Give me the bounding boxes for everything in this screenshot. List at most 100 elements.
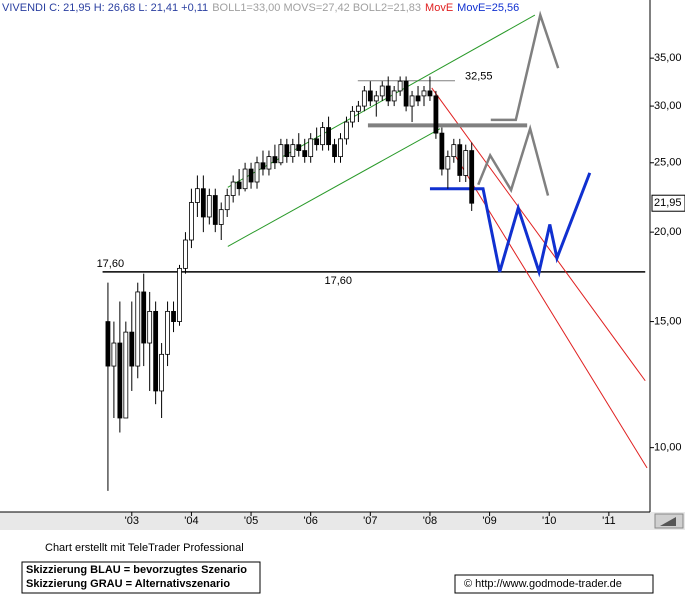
- candle-body: [427, 90, 433, 97]
- candle-body: [379, 85, 385, 97]
- x-axis-band: [0, 512, 685, 530]
- x-tick-label: '11: [602, 515, 616, 527]
- header-item: MovE=25,56: [457, 2, 519, 14]
- candle-body: [367, 90, 373, 102]
- candle-body: [105, 321, 111, 367]
- candle-body: [320, 127, 326, 146]
- header: VIVENDI C: 21,95 H: 26,68 L: 21,41 +0,11…: [2, 2, 519, 14]
- candle-body: [200, 188, 206, 218]
- x-tick-label: '10: [542, 515, 556, 527]
- candle-body: [296, 144, 302, 151]
- last-price-box: [651, 194, 685, 212]
- y-tick-label: 30,00: [654, 100, 682, 112]
- overlay-line: [477, 124, 550, 196]
- x-tick-label: '08: [423, 515, 437, 527]
- legend-box: [21, 561, 261, 594]
- url-box: [454, 574, 654, 594]
- url: © http://www.godmode-trader.de: [464, 578, 622, 590]
- line-label: 32,55: [465, 71, 493, 83]
- candle-body: [111, 342, 117, 367]
- candle-body: [266, 156, 272, 170]
- candle-body: [439, 132, 445, 170]
- candle-body: [373, 95, 379, 102]
- candle-body: [391, 90, 397, 102]
- candle-body: [171, 310, 176, 322]
- candle-body: [385, 85, 391, 102]
- candle-body: [272, 156, 278, 164]
- candle-body: [165, 310, 170, 355]
- candle-body: [445, 156, 451, 170]
- credit: Chart erstellt mit TeleTrader Profession…: [45, 542, 244, 554]
- candle-body: [451, 144, 457, 158]
- candle-body: [469, 150, 475, 204]
- candle-body: [344, 121, 349, 140]
- candle-body: [421, 90, 427, 97]
- candle-body: [403, 80, 409, 107]
- candle-body: [189, 202, 194, 241]
- candle-body: [141, 291, 147, 344]
- candle-body: [212, 195, 218, 225]
- overlay-line: [227, 128, 441, 247]
- candle-body: [308, 138, 314, 158]
- candle-body: [260, 162, 266, 170]
- candle-body: [224, 195, 230, 211]
- x-tick-label: '04: [184, 515, 198, 527]
- candle-body: [350, 110, 355, 123]
- line-label: 17,60: [324, 275, 352, 287]
- icon-glyph: [660, 517, 676, 526]
- candle-body: [194, 188, 200, 203]
- header-item: MovE: [425, 2, 453, 14]
- candle-body: [218, 209, 224, 225]
- y-tick-label: 20,00: [654, 226, 682, 238]
- candle-body: [183, 239, 188, 269]
- overlay-line: [490, 10, 560, 122]
- candle-body: [332, 144, 337, 158]
- candle-body: [236, 181, 242, 190]
- candle-body: [117, 342, 123, 419]
- overlay-line: [431, 87, 646, 382]
- candle-body: [361, 90, 367, 107]
- candle-body: [135, 291, 141, 367]
- candle-body: [457, 144, 463, 176]
- x-tick-label: '07: [363, 515, 377, 527]
- x-tick-label: '05: [244, 515, 258, 527]
- candle-body: [123, 331, 129, 419]
- candle-body: [397, 80, 403, 92]
- candle-body: [159, 353, 165, 392]
- y-tick-label: 25,00: [654, 157, 682, 169]
- candle-body: [415, 95, 421, 102]
- x-tick-label: '06: [304, 515, 318, 527]
- candle-body: [147, 310, 153, 344]
- candle-body: [314, 138, 320, 146]
- x-tick-label: '03: [125, 515, 139, 527]
- candle-body: [153, 310, 159, 392]
- legend-blue: Skizzierung BLAU = bevorzugtes Szenario: [26, 564, 247, 576]
- candle-body: [409, 95, 415, 107]
- candle-body: [254, 162, 260, 183]
- candle-body: [290, 144, 296, 158]
- candle-body: [242, 168, 248, 190]
- last-price: 21,95: [654, 197, 682, 209]
- candle-body: [463, 150, 469, 176]
- y-tick-label: 15,00: [654, 315, 682, 327]
- x-tick-label: '09: [482, 515, 496, 527]
- candle-body: [302, 150, 308, 158]
- candle-body: [177, 267, 182, 322]
- overlay-line: [429, 172, 592, 278]
- candle-body: [206, 195, 212, 218]
- y-tick-label: 35,00: [654, 52, 682, 64]
- candle-body: [230, 181, 236, 196]
- header-item: VIVENDI C: 21,95 H: 26,68 L: 21,41 +0,11: [2, 2, 208, 14]
- candle-body: [338, 138, 343, 158]
- candle-body: [355, 105, 361, 112]
- candle-body: [284, 144, 290, 158]
- line-label: 17,60: [97, 258, 125, 270]
- candle-body: [433, 95, 439, 134]
- candle-body: [248, 168, 254, 183]
- candle-body: [326, 127, 331, 146]
- candle-body: [278, 144, 284, 164]
- y-tick-label: 10,00: [654, 442, 682, 454]
